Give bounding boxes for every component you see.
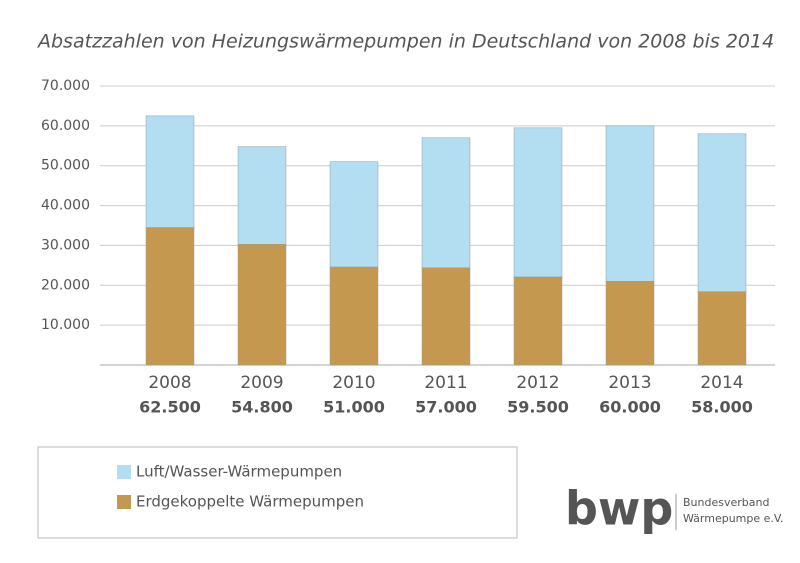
total-label: 57.000 [415,398,477,417]
bar-segment [513,276,563,366]
total-label: 58.000 [691,398,753,417]
total-label: 59.500 [507,398,569,417]
chart-title: Absatzzahlen von Heizungswärmepumpen in … [36,31,774,53]
legend-label: Erdgekoppelte Wärmepumpen [136,493,364,511]
bar-segment [145,227,195,366]
total-label: 62.500 [139,398,201,417]
total-label: 51.000 [323,398,385,417]
bar-segment [329,161,379,268]
y-tick-label: 20.000 [41,277,90,293]
bar-segment [697,291,747,366]
y-tick-label: 50.000 [41,158,90,174]
legend-swatch [117,495,131,509]
y-tick-label: 10.000 [41,317,90,333]
y-tick-label: 40.000 [41,198,90,214]
bar-segment [329,266,379,366]
y-tick-label: 60.000 [41,118,90,134]
bar-segment [145,115,195,228]
y-tick-label: 30.000 [41,237,90,253]
x-tick-label: 2011 [424,373,467,393]
bar-segment [421,137,471,268]
logo-text: Bundesverband [683,496,769,509]
bar-segment [605,125,655,282]
bar-segment [237,146,287,245]
bar-segment [237,243,287,366]
x-tick-label: 2010 [332,373,375,393]
x-tick-label: 2013 [608,373,651,393]
total-label: 54.800 [231,398,293,417]
x-tick-label: 2008 [148,373,191,393]
bar-segment [421,267,471,366]
total-label: 60.000 [599,398,661,417]
x-tick-label: 2009 [240,373,283,393]
bar-segment [513,127,563,278]
legend-label: Luft/Wasser-Wärmepumpen [136,463,342,481]
x-tick-label: 2014 [700,373,743,393]
logo-text: Wärmepumpe e.V. [683,512,784,525]
legend-box [37,446,518,539]
y-tick-label: 70.000 [41,78,90,94]
bar-segment [605,281,655,366]
x-tick-label: 2012 [516,373,559,393]
bar-segment [697,133,747,292]
legend-swatch [117,465,131,479]
logo-mark: bwp [565,482,673,536]
